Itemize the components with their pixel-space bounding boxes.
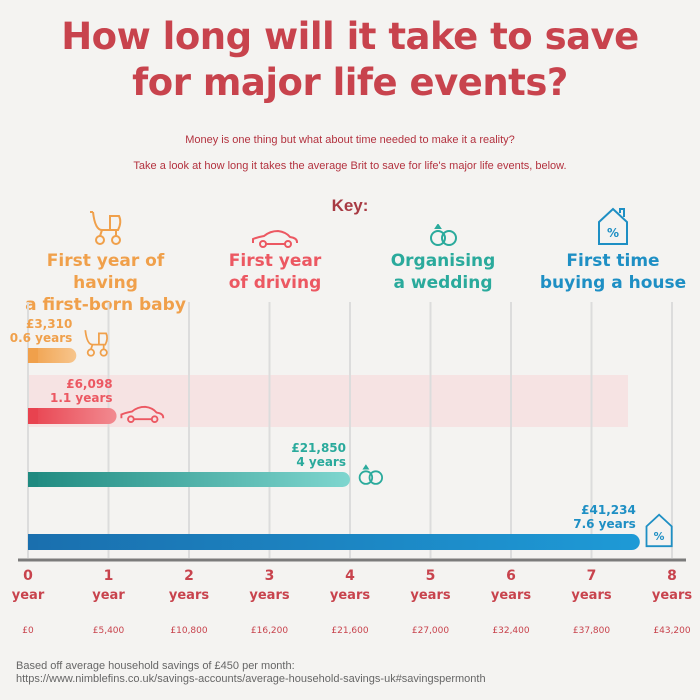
car-icon	[252, 229, 298, 248]
tick-number-4: 4	[345, 568, 355, 584]
footer-line-1: Based off average household savings of £…	[16, 660, 295, 672]
bar-years-0: 0.6 years	[10, 331, 73, 345]
tick-unit-7: years	[571, 588, 611, 603]
bar-years-3: 7.6 years	[573, 517, 636, 531]
bar-1	[28, 408, 117, 424]
tick-unit-0: year	[12, 588, 45, 603]
tick-money-2: £10,800	[170, 626, 207, 636]
tick-money-8: £43,200	[653, 626, 690, 636]
tick-number-0: 0	[23, 568, 33, 584]
tick-number-2: 2	[184, 568, 194, 584]
bar-cap-1	[28, 408, 38, 424]
house-icon: %	[598, 207, 628, 245]
bar-2	[28, 472, 350, 487]
tick-unit-4: years	[330, 588, 370, 603]
tick-money-6: £32,400	[492, 626, 529, 636]
bar-years-2: 4 years	[296, 455, 346, 469]
bar-amount-3: £41,234	[581, 503, 636, 517]
tick-unit-2: years	[169, 588, 209, 603]
wedding-rings-icon	[430, 224, 457, 246]
key-label-wedding: Organising a wedding	[390, 251, 496, 293]
subtitle-2: Take a look at how long it takes the ave…	[133, 160, 567, 172]
tick-number-6: 6	[506, 568, 516, 584]
tick-number-7: 7	[587, 568, 597, 584]
footer-line-2: https://www.nimblefins.co.uk/savings-acc…	[16, 673, 486, 685]
tick-number-8: 8	[667, 568, 677, 584]
tick-number-5: 5	[426, 568, 436, 584]
bar-car-icon	[120, 405, 165, 424]
tick-unit-8: years	[652, 588, 692, 603]
title-line-2: for major life events?	[132, 61, 568, 104]
footer-note: Based off average household savings of £…	[16, 660, 486, 686]
subtitle-1: Money is one thing but what about time n…	[185, 134, 515, 146]
bar-wedding-rings-icon	[358, 464, 384, 485]
bar-cap-3	[28, 534, 38, 550]
key-label-driving: First year of driving	[228, 251, 322, 293]
highlight-band	[28, 375, 628, 427]
bar-3	[28, 534, 640, 550]
bar-cap-0	[28, 348, 38, 363]
title-line-1: How long will it take to save	[61, 15, 639, 58]
tick-money-3: £16,200	[251, 626, 288, 636]
tick-number-1: 1	[104, 568, 114, 584]
tick-money-1: £5,400	[93, 626, 125, 636]
bar-cap-2	[28, 472, 38, 487]
bar-amount-1: £6,098	[66, 377, 112, 391]
key-title: Key:	[331, 196, 369, 215]
bar-amount-0: £3,310	[26, 317, 72, 331]
tick-unit-6: years	[491, 588, 531, 603]
tick-unit-1: year	[92, 588, 125, 603]
tick-money-0: £0	[22, 626, 34, 636]
key-label-baby: First year of having a first-born baby	[25, 251, 186, 315]
bar-baby-stroller-icon	[84, 330, 108, 357]
tick-number-3: 3	[265, 568, 275, 584]
tick-unit-3: years	[249, 588, 289, 603]
bar-0	[28, 348, 77, 363]
tick-unit-5: years	[410, 588, 450, 603]
tick-money-7: £37,800	[573, 626, 610, 636]
tick-money-5: £27,000	[412, 626, 449, 636]
key-label-house: First time buying a house	[539, 251, 687, 293]
tick-money-4: £21,600	[331, 626, 368, 636]
bar-years-1: 1.1 years	[50, 391, 113, 405]
baby-stroller-icon	[90, 211, 122, 245]
bar-house-icon: %	[645, 513, 673, 548]
chart-title: How long will it take to save for major …	[0, 14, 700, 106]
svg-text:%: %	[607, 226, 619, 240]
svg-text:%: %	[654, 530, 665, 543]
bar-amount-2: £21,850	[291, 441, 346, 455]
